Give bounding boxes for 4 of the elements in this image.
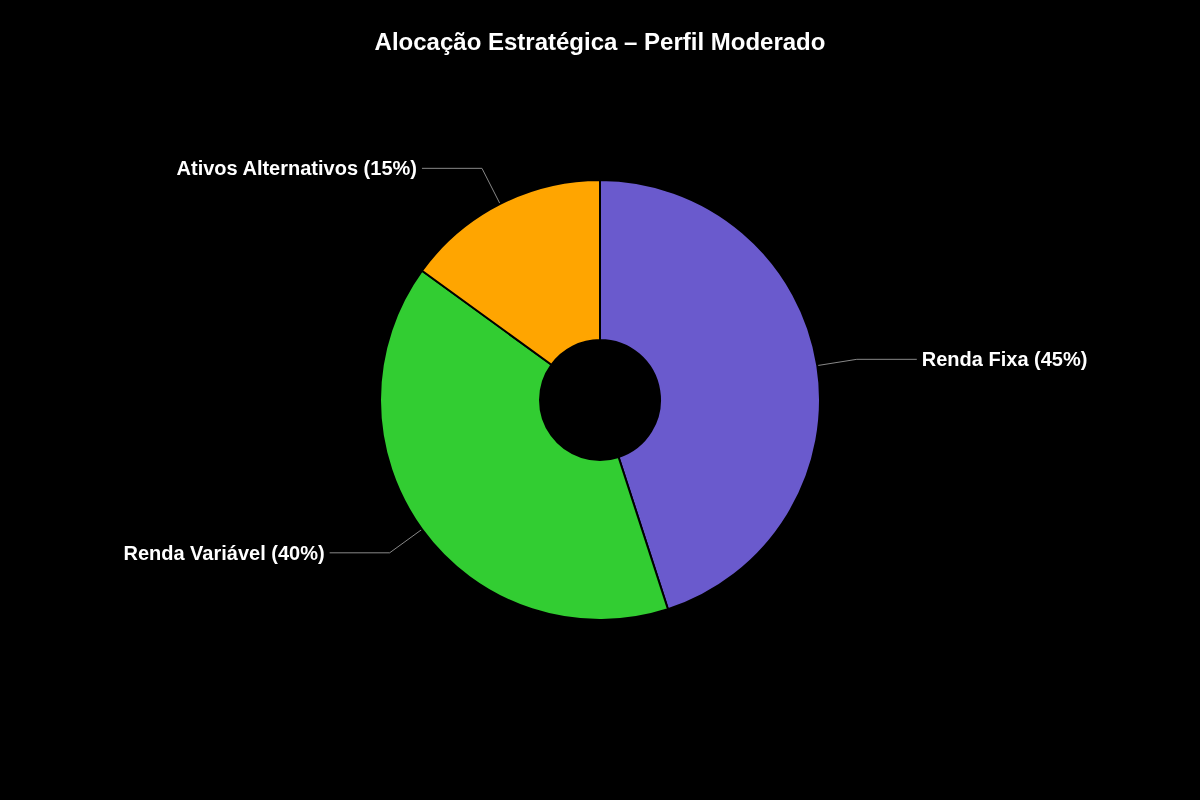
- slice-label: Renda Variável (40%): [123, 541, 325, 564]
- slice-label: Renda Fixa (45%): [921, 348, 1088, 371]
- chart-title: Alocação Estratégica – Perfil Moderado: [374, 27, 826, 55]
- slice-label: Ativos Alternativos (15%): [176, 157, 417, 180]
